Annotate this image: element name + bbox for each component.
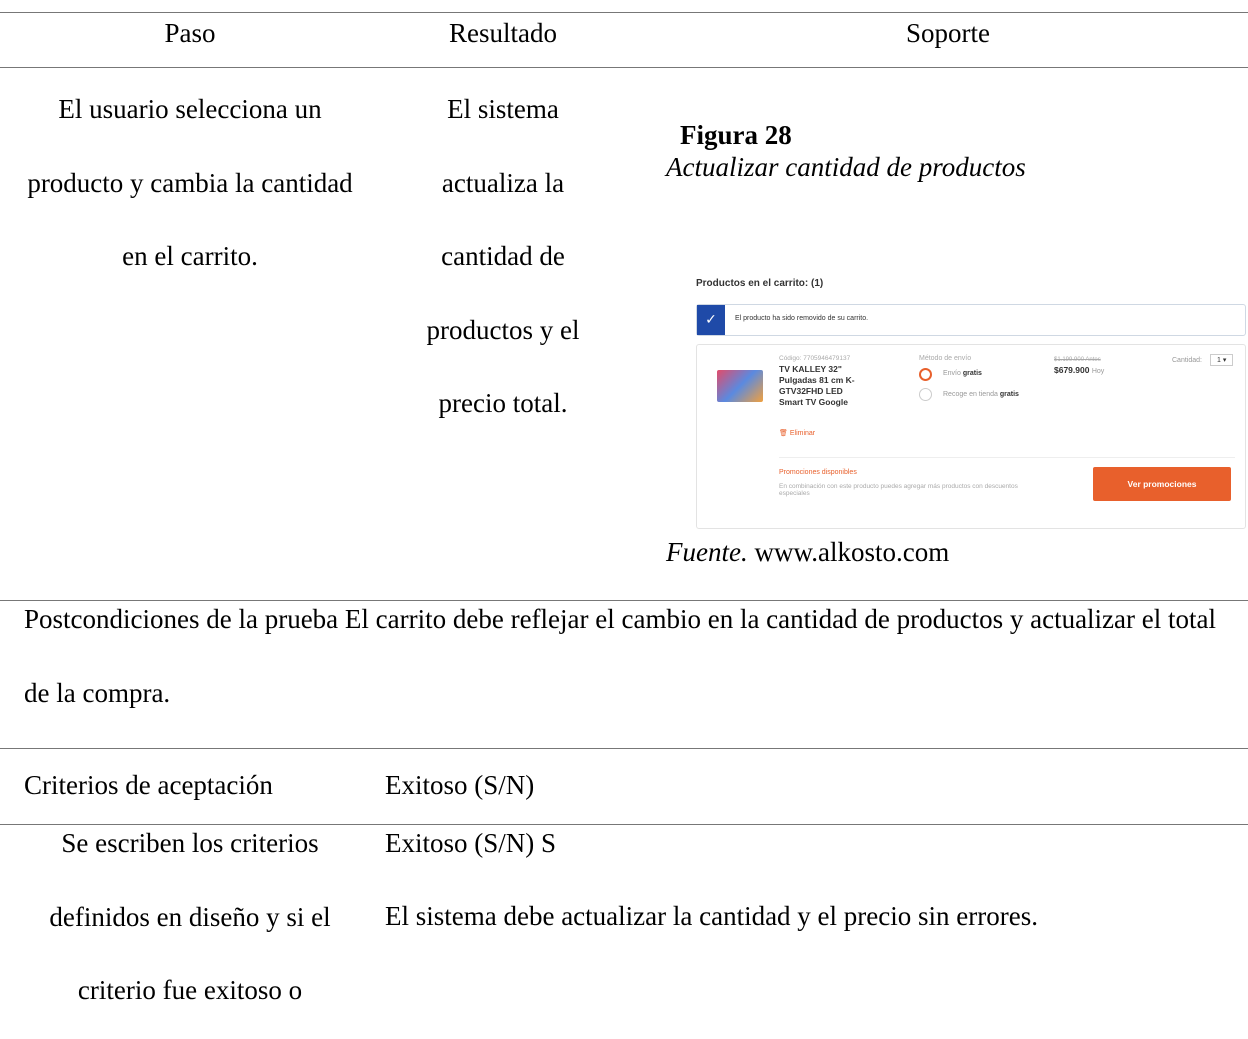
pickup-option[interactable]: Recoge en tienda gratis [943, 391, 1019, 398]
source-prefix: Fuente. [666, 537, 748, 567]
figure-source: Fuente. www.alkosto.com [666, 537, 949, 568]
remove-text[interactable]: Eliminar [789, 430, 816, 437]
cell: Exitoso (S/N) S [385, 828, 557, 858]
cell: El sistema debe actualizar la cantidad y… [385, 901, 1038, 931]
cart-heading: Productos en el carrito: (1) [696, 278, 824, 289]
remove-link[interactable]: 🗑 Eliminar [779, 430, 816, 437]
rule [0, 12, 1248, 13]
cell: El usuario selecciona un producto y camb… [27, 94, 353, 271]
qty-select[interactable]: 1 ▾ [1210, 354, 1234, 366]
rule [0, 67, 1248, 68]
old-price: $1.199.900 Antes [1054, 357, 1101, 363]
promo-title: Promociones disponibles [779, 469, 857, 476]
qty-value: 1 [1217, 357, 1221, 364]
ship-text: Envío [943, 370, 961, 377]
check-icon: ✓ [697, 305, 725, 335]
header-cell: Resultado [449, 18, 557, 48]
radio-selected[interactable] [919, 368, 932, 381]
postconditions: Postcondiciones de la prueba El carrito … [24, 604, 1216, 708]
cell: Se escriben los criterios definidos en d… [49, 828, 331, 1005]
notice-bar: ✓ El producto ha sido removido de su car… [696, 304, 1246, 336]
source: www.alkosto.com [754, 537, 950, 567]
figure-caption: Actualizar cantidad de productos [666, 152, 1026, 182]
radio[interactable] [919, 388, 932, 401]
pickup-text: Recoge en tienda [943, 391, 998, 398]
criteria-header: Exitoso (S/N) [385, 770, 535, 800]
divider [779, 457, 1235, 458]
promo-button[interactable]: Ver promociones [1093, 467, 1231, 501]
header-cell: Paso [164, 18, 216, 48]
rule [0, 748, 1248, 749]
qty-label: Cantidad: [1172, 357, 1202, 364]
criteria-header: Criterios de aceptación [24, 770, 273, 800]
figure-label: Figura 28 [680, 120, 792, 150]
cell: El sistema actualiza la cantidad de prod… [426, 94, 580, 418]
pickup-free: gratis [999, 391, 1019, 398]
screenshot: Productos en el carrito: (1) ✓ El produc… [688, 270, 1248, 532]
product-image [717, 370, 763, 402]
product-name: TV KALLEY 32" Pulgadas 81 cm K-GTV32FHD … [779, 364, 855, 407]
notice-text: El producto ha sido removido de su carri… [735, 315, 869, 322]
code: Código: 7705946479137 [779, 355, 851, 362]
shipping-title: Método de envío [919, 355, 972, 362]
rule [0, 824, 1248, 825]
price-value: $679.900 [1054, 365, 1090, 375]
price: $679.900 Hoy [1054, 365, 1104, 375]
header-cell: Soporte [906, 18, 990, 48]
rule [0, 600, 1248, 601]
product-card: Código: 7705946479137 TV KALLEY 32" Pulg… [696, 344, 1246, 529]
ship-option[interactable]: Envío gratis [943, 370, 982, 377]
price-suffix: Hoy [1091, 368, 1105, 375]
promo-text: En combinación con este producto puedes … [779, 483, 1018, 497]
ship-free: gratis [962, 370, 982, 377]
